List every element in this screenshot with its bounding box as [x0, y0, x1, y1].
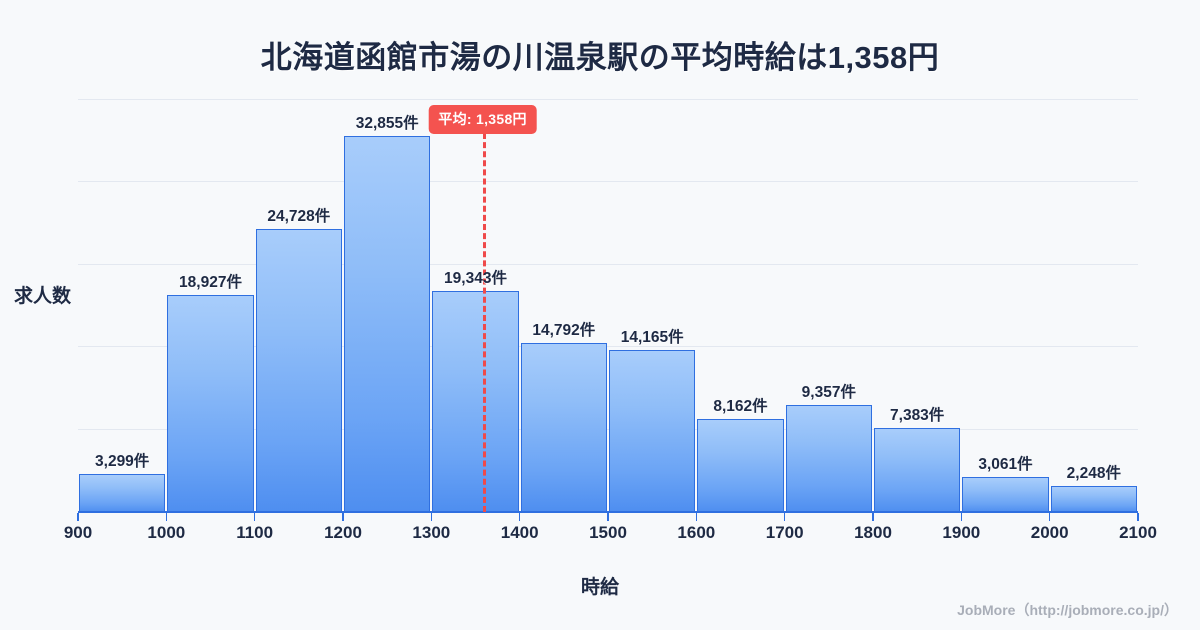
bar-value-label: 32,855件: [355, 114, 419, 132]
bar[interactable]: [432, 290, 519, 512]
gridline: [78, 346, 1138, 348]
x-axis-title: 時給: [580, 577, 619, 598]
x-tick-label: 1400: [500, 523, 539, 542]
bar[interactable]: [609, 349, 696, 512]
bar-value-label: 3,299件: [95, 453, 150, 471]
x-tick-label: 1700: [765, 523, 804, 542]
bar[interactable]: [697, 418, 784, 512]
average-badge: 平均: 1,358円: [428, 105, 537, 134]
plot-area: [78, 99, 1138, 512]
average-line: [482, 133, 486, 512]
x-tick-mark: [430, 513, 433, 521]
bar-value-label: 3,061件: [978, 455, 1033, 473]
bar[interactable]: [1050, 486, 1137, 512]
x-axis-line: [78, 511, 1138, 513]
x-tick-label: 1800: [854, 523, 892, 542]
x-tick-mark: [518, 513, 521, 521]
bar[interactable]: [167, 295, 254, 512]
x-tick-mark: [77, 513, 79, 521]
bar[interactable]: [344, 136, 431, 512]
x-tick-label: 1900: [942, 523, 981, 542]
bar-value-label: 24,728件: [267, 208, 331, 225]
x-tick-mark: [960, 513, 963, 521]
bar-value-label: 2,248件: [1066, 465, 1121, 483]
x-tick-label: 1600: [677, 523, 716, 542]
x-tick-label: 1100: [236, 523, 274, 542]
x-tick-label: 2000: [1030, 523, 1069, 542]
x-tick-label: 900: [63, 523, 93, 542]
bar[interactable]: [874, 427, 961, 512]
x-tick-label: 1000: [147, 523, 186, 542]
bar[interactable]: [520, 342, 607, 512]
bar-value-label: 18,927件: [179, 274, 242, 292]
x-tick-mark: [1048, 513, 1051, 521]
x-tick-label: 1500: [589, 523, 627, 542]
bar-value-label: 7,383件: [890, 406, 945, 424]
gridline: [78, 181, 1138, 183]
page-title: 北海道函館市湯の川温泉駅の平均時給は1,358円: [260, 40, 940, 75]
gridline: [78, 99, 1138, 100]
bar[interactable]: [79, 474, 166, 512]
bar-value-label: 19,343件: [444, 269, 507, 287]
bar-value-label: 14,165件: [620, 328, 684, 346]
x-tick-mark: [695, 513, 698, 521]
x-tick-mark: [342, 513, 344, 521]
footer-credit: JobMore（http://jobmore.co.jp/）: [957, 602, 1178, 618]
x-tick-label: 2100: [1119, 523, 1157, 542]
gridline: [78, 428, 1138, 430]
bar-value-label: 8,162件: [713, 397, 768, 415]
bar-value-label: 14,792件: [532, 321, 596, 339]
x-tick-mark: [165, 513, 168, 521]
gridline: [78, 263, 1138, 265]
bar[interactable]: [255, 229, 342, 512]
y-axis-title: 求人数: [14, 286, 72, 307]
x-tick-mark: [607, 513, 609, 521]
bar[interactable]: [785, 404, 872, 512]
bar-value-label: 9,357件: [801, 383, 856, 401]
bar[interactable]: [962, 476, 1049, 512]
x-tick-label: 1200: [324, 523, 362, 542]
x-tick-label: 1300: [412, 523, 451, 542]
x-tick-mark: [872, 513, 874, 521]
x-tick-mark: [1137, 513, 1139, 521]
x-tick-mark: [253, 513, 256, 521]
x-tick-mark: [783, 513, 786, 521]
